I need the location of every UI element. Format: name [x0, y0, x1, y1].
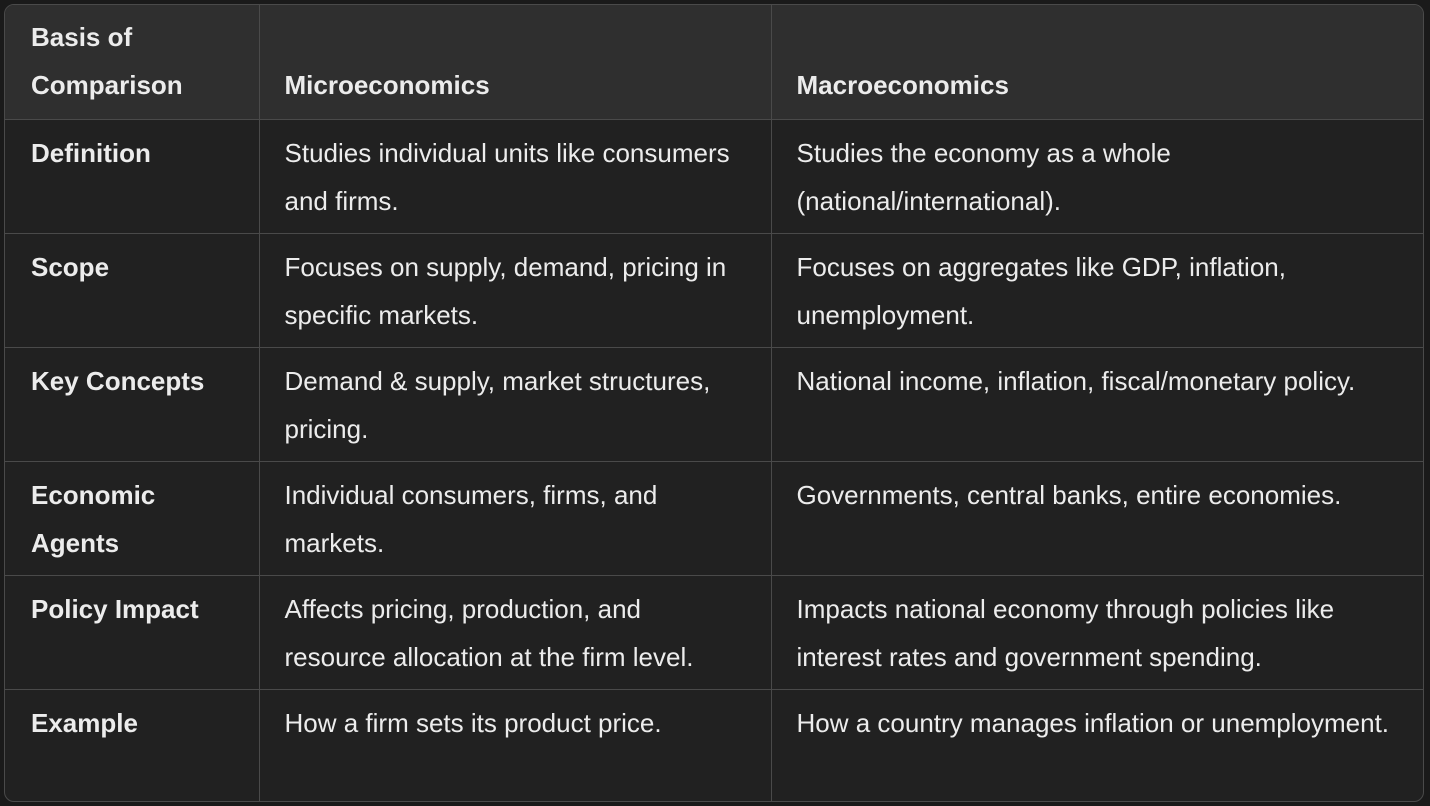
row-label-policy-impact: Policy Impact: [5, 575, 260, 690]
row-label-key-concepts: Key Concepts: [5, 347, 260, 462]
cell-macro-policy-impact: Impacts national economy through policie…: [771, 575, 1423, 690]
cell-micro-scope: Focuses on supply, demand, pricing in sp…: [259, 233, 772, 348]
table-row: Example How a firm sets its product pric…: [5, 689, 1423, 801]
table-row: Scope Focuses on supply, demand, pricing…: [5, 233, 1423, 348]
table-row: Definition Studies individual units like…: [5, 119, 1423, 234]
table-row: Economic Agents Individual consumers, fi…: [5, 461, 1423, 576]
cell-micro-policy-impact: Affects pricing, production, and resourc…: [259, 575, 772, 690]
row-label-scope: Scope: [5, 233, 260, 348]
cell-macro-definition: Studies the economy as a whole (national…: [771, 119, 1423, 234]
row-label-economic-agents: Economic Agents: [5, 461, 260, 576]
comparison-table: Basis of Comparison Microeconomics Macro…: [5, 5, 1423, 801]
cell-micro-example: How a firm sets its product price.: [259, 689, 772, 801]
cell-macro-scope: Focuses on aggregates like GDP, inflatio…: [771, 233, 1423, 348]
cell-micro-key-concepts: Demand & supply, market structures, pric…: [259, 347, 772, 462]
table-row: Policy Impact Affects pricing, productio…: [5, 575, 1423, 690]
row-label-example: Example: [5, 689, 260, 801]
header-macroeconomics: Macroeconomics: [771, 5, 1423, 120]
cell-macro-example: How a country manages inflation or unemp…: [796, 708, 1390, 738]
cell-micro-definition: Studies individual units like consumers …: [259, 119, 772, 234]
header-basis-of-comparison: Basis of Comparison: [5, 5, 260, 120]
row-label-definition: Definition: [5, 119, 260, 234]
comparison-table-container: Basis of Comparison Microeconomics Macro…: [4, 4, 1424, 802]
header-microeconomics: Microeconomics: [259, 5, 772, 120]
cell-micro-economic-agents: Individual consumers, firms, and markets…: [259, 461, 772, 576]
cell-macro-economic-agents: Governments, central banks, entire econo…: [771, 461, 1423, 576]
table-header-row: Basis of Comparison Microeconomics Macro…: [5, 5, 1423, 120]
cell-macro-key-concepts: National income, inflation, fiscal/monet…: [771, 347, 1423, 462]
table-row: Key Concepts Demand & supply, market str…: [5, 347, 1423, 462]
